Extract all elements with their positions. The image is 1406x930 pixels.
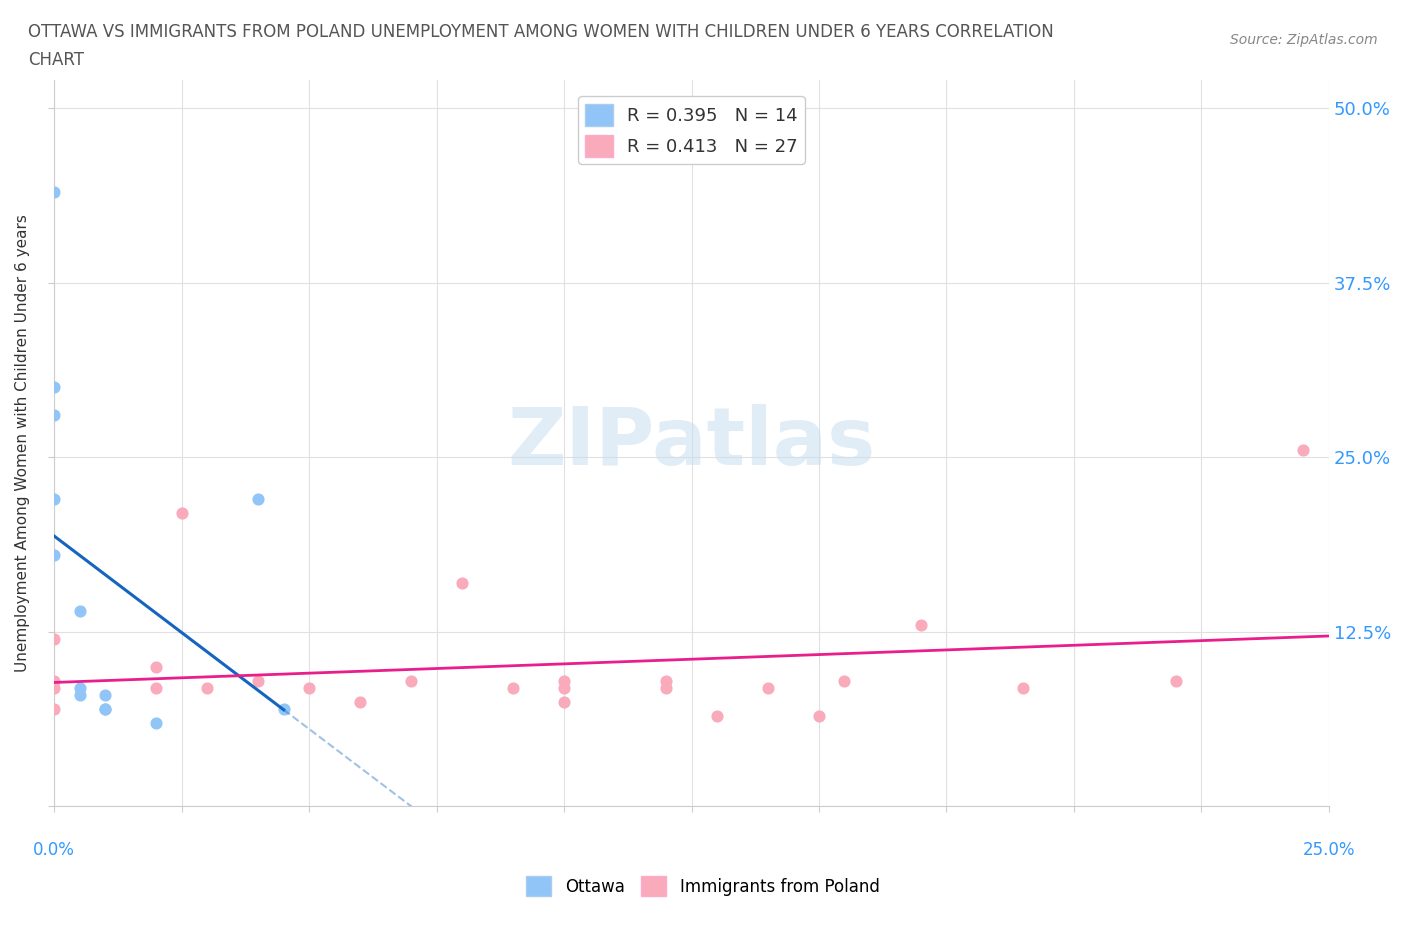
Point [44,681,66,696]
Legend: R = 0.395   N = 14, R = 0.413   N = 27: R = 0.395 N = 14, R = 0.413 N = 27 [578,97,804,164]
Point [69,604,91,618]
Point [502,681,524,696]
Point [553,695,575,710]
Point [655,681,678,696]
Text: CHART: CHART [28,51,84,69]
Point [1292,443,1315,458]
Point [910,618,932,632]
Point [195,681,218,696]
Point [44,673,66,688]
Point [807,709,830,724]
Point [145,681,167,696]
Point [247,673,270,688]
Point [170,506,193,521]
Point [553,673,575,688]
Point [655,673,678,688]
Point [756,681,779,696]
Text: 0.0%: 0.0% [34,842,76,859]
Point [69,687,91,702]
Point [44,548,66,563]
Point [44,380,66,395]
Text: ZIPatlas: ZIPatlas [508,405,876,483]
Text: Source: ZipAtlas.com: Source: ZipAtlas.com [1230,33,1378,46]
Point [273,701,295,716]
Point [94,701,117,716]
Point [145,715,167,730]
Point [44,701,66,716]
Legend: Ottawa, Immigrants from Poland: Ottawa, Immigrants from Poland [520,870,886,903]
Point [399,673,422,688]
Point [553,681,575,696]
Point [44,184,66,199]
Point [145,659,167,674]
Y-axis label: Unemployment Among Women with Children Under 6 years: Unemployment Among Women with Children U… [15,214,30,672]
Text: OTTAWA VS IMMIGRANTS FROM POLAND UNEMPLOYMENT AMONG WOMEN WITH CHILDREN UNDER 6 : OTTAWA VS IMMIGRANTS FROM POLAND UNEMPLO… [28,23,1054,41]
Point [451,576,474,591]
Point [69,681,91,696]
Point [44,631,66,646]
Point [44,492,66,507]
Text: 25.0%: 25.0% [1302,842,1355,859]
Point [44,408,66,423]
Point [94,687,117,702]
Point [94,701,117,716]
Point [834,673,856,688]
Point [1012,681,1035,696]
Point [706,709,728,724]
Point [298,681,321,696]
Point [1164,673,1187,688]
Point [349,695,371,710]
Point [247,492,270,507]
